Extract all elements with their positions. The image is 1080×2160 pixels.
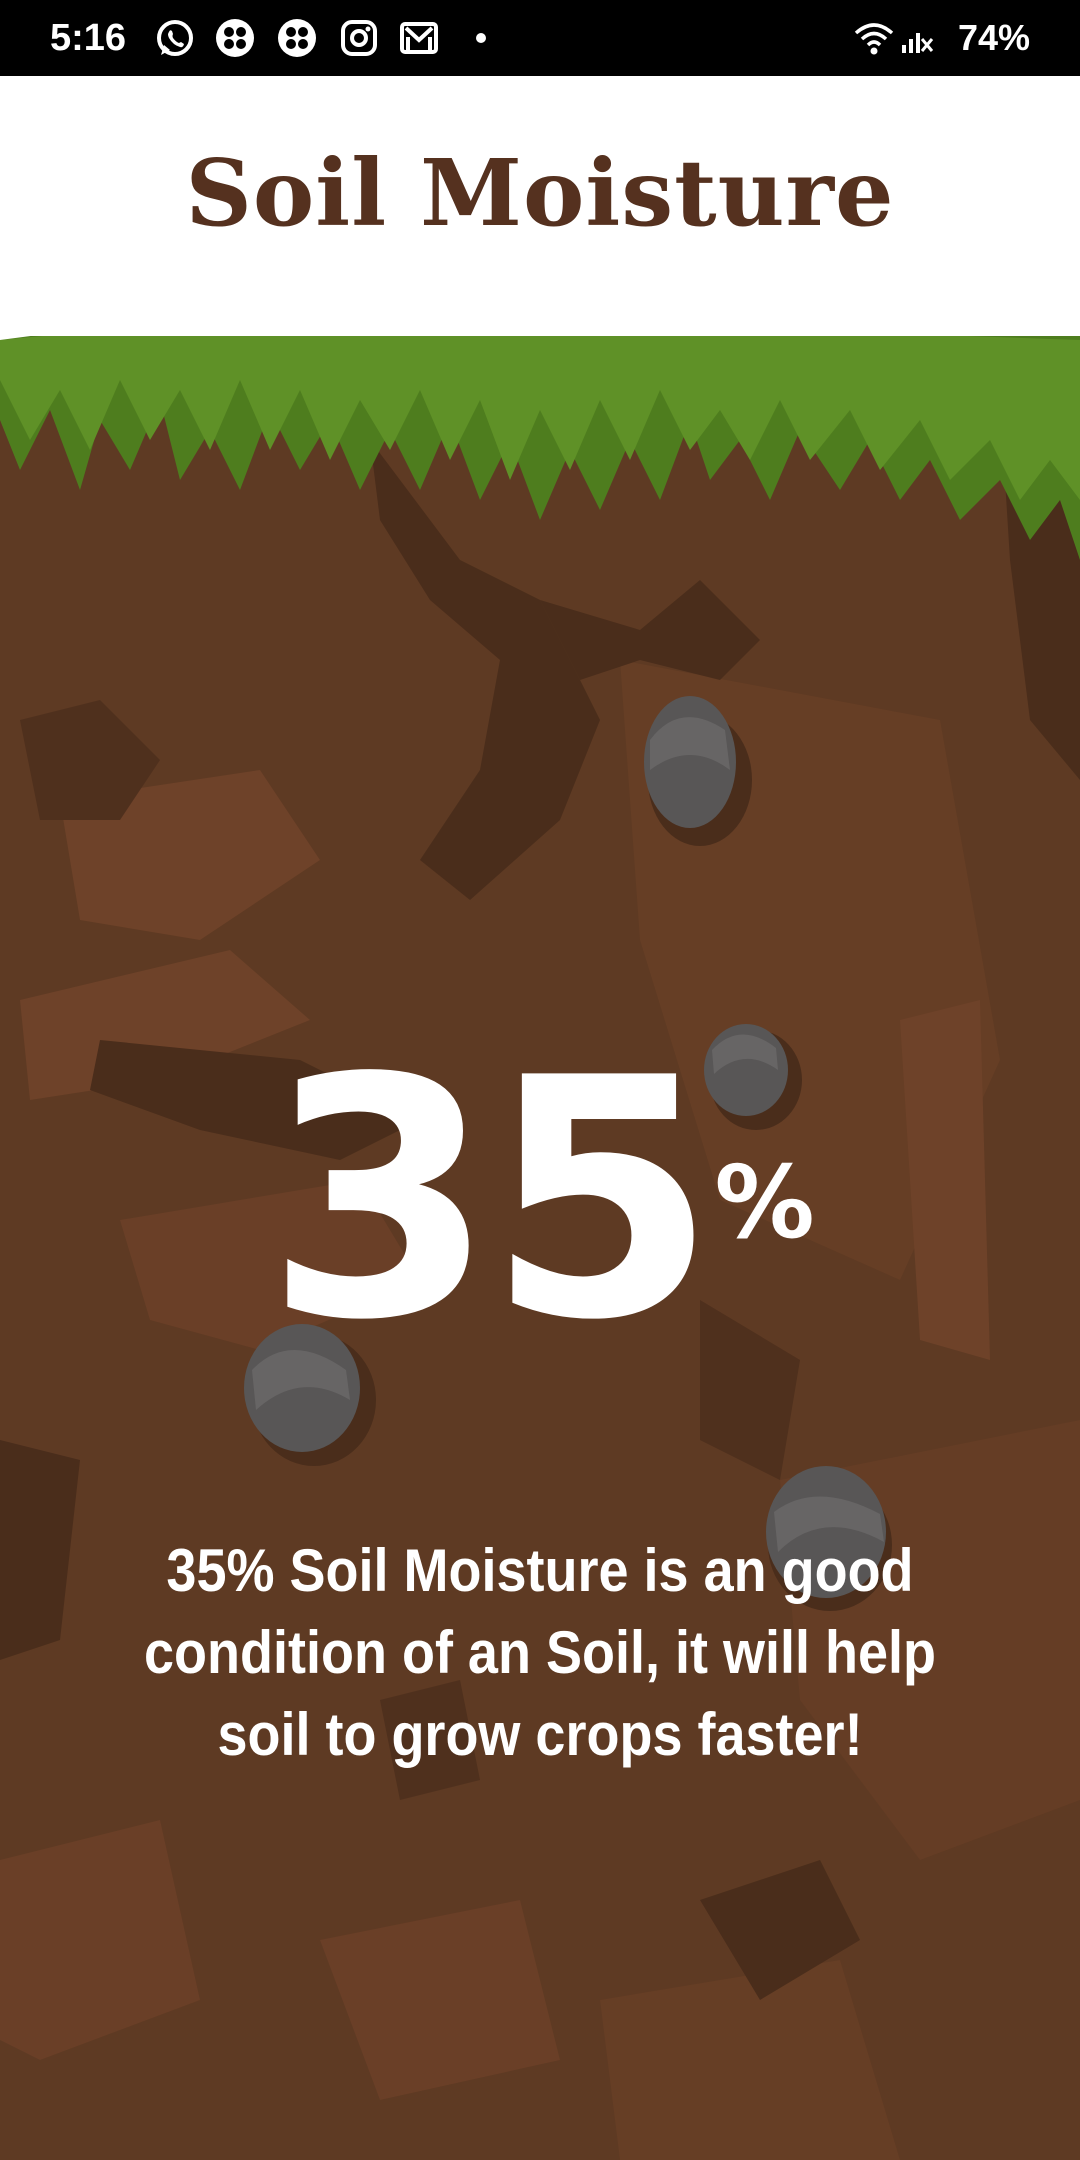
no-signal-icon [902, 33, 934, 53]
clover-app-icon [216, 19, 254, 57]
instagram-icon [341, 20, 377, 56]
moisture-value: 35 [265, 1008, 716, 1392]
moisture-unit: % [714, 1144, 815, 1261]
clover-app-icon [278, 19, 316, 57]
header: Soil Moisture [0, 76, 1080, 336]
moisture-readout: 35% [0, 1035, 1080, 1365]
rock-icon [644, 696, 752, 846]
soil-illustration [0, 300, 1080, 2160]
battery-level: 74% [957, 17, 1030, 58]
gmail-icon [400, 22, 438, 54]
whatsapp-icon [157, 20, 193, 56]
notification-dot-icon [476, 33, 486, 43]
wifi-icon [854, 23, 894, 55]
status-bar: 5:16 [0, 0, 1080, 76]
status-time: 5:16 [50, 17, 127, 59]
page-title: Soil Moisture [185, 139, 895, 247]
moisture-message: 35% Soil Moisture is an good condition o… [144, 1537, 936, 1768]
